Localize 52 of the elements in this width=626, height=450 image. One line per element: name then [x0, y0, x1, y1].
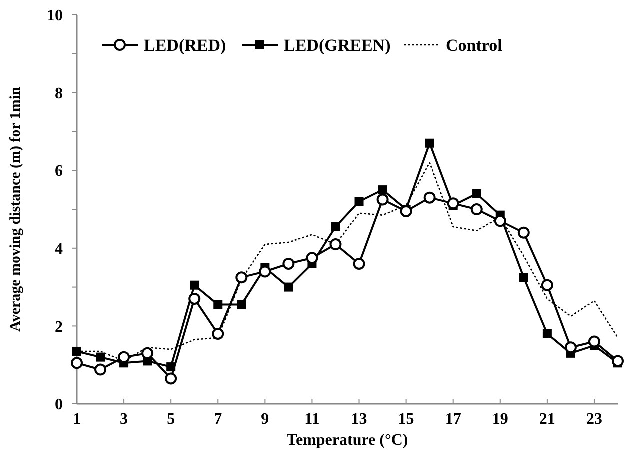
point — [72, 346, 82, 356]
point — [494, 215, 506, 228]
point — [518, 226, 530, 239]
x-tick-label: 9 — [261, 411, 270, 428]
y-tick-label: 0 — [55, 396, 63, 414]
x-tick-label: 19 — [492, 411, 508, 428]
x-tick-label: 1 — [73, 411, 81, 428]
y-tick-label: 6 — [55, 163, 63, 180]
x-tick-label: 11 — [304, 411, 320, 428]
point — [354, 197, 364, 206]
point — [236, 272, 248, 284]
point — [188, 292, 201, 305]
point — [376, 194, 389, 206]
y-tick-label: 10 — [47, 8, 63, 25]
point — [284, 282, 294, 292]
legend-label: LED(RED) — [144, 36, 226, 55]
x-tick-label: 13 — [351, 411, 368, 428]
y-tick-label: 4 — [55, 241, 63, 258]
x-tick-label: 3 — [120, 411, 128, 428]
legend-label: Control — [446, 36, 503, 55]
point — [331, 222, 340, 232]
x-tick-label: 21 — [539, 411, 556, 428]
point — [330, 238, 342, 251]
point — [237, 300, 246, 310]
y-tick-label: 2 — [55, 318, 63, 336]
point — [519, 273, 528, 282]
x-axis-title: Temperature (°C) — [286, 432, 408, 449]
point — [71, 357, 83, 370]
x-tick-label: 15 — [398, 411, 414, 428]
legend-label: LED(GREEN) — [284, 36, 391, 55]
point — [142, 347, 154, 360]
point — [472, 189, 482, 198]
point — [94, 364, 107, 376]
y-tick-label: 8 — [55, 85, 63, 102]
point — [214, 300, 223, 310]
point — [212, 328, 224, 340]
y-axis-title: Average moving distance (m) for 1min — [8, 86, 24, 332]
x-tick-label: 7 — [214, 411, 222, 428]
x-tick-label: 5 — [167, 411, 176, 428]
point — [425, 138, 434, 148]
point — [542, 329, 552, 338]
point — [96, 352, 106, 362]
point — [424, 192, 436, 204]
x-tick-label: 17 — [445, 411, 462, 428]
point — [353, 258, 366, 270]
point — [470, 204, 483, 216]
point — [541, 279, 554, 292]
x-tick-label: 23 — [586, 411, 602, 428]
point — [165, 372, 178, 385]
point — [282, 258, 295, 270]
point — [190, 280, 200, 290]
point — [378, 186, 388, 195]
